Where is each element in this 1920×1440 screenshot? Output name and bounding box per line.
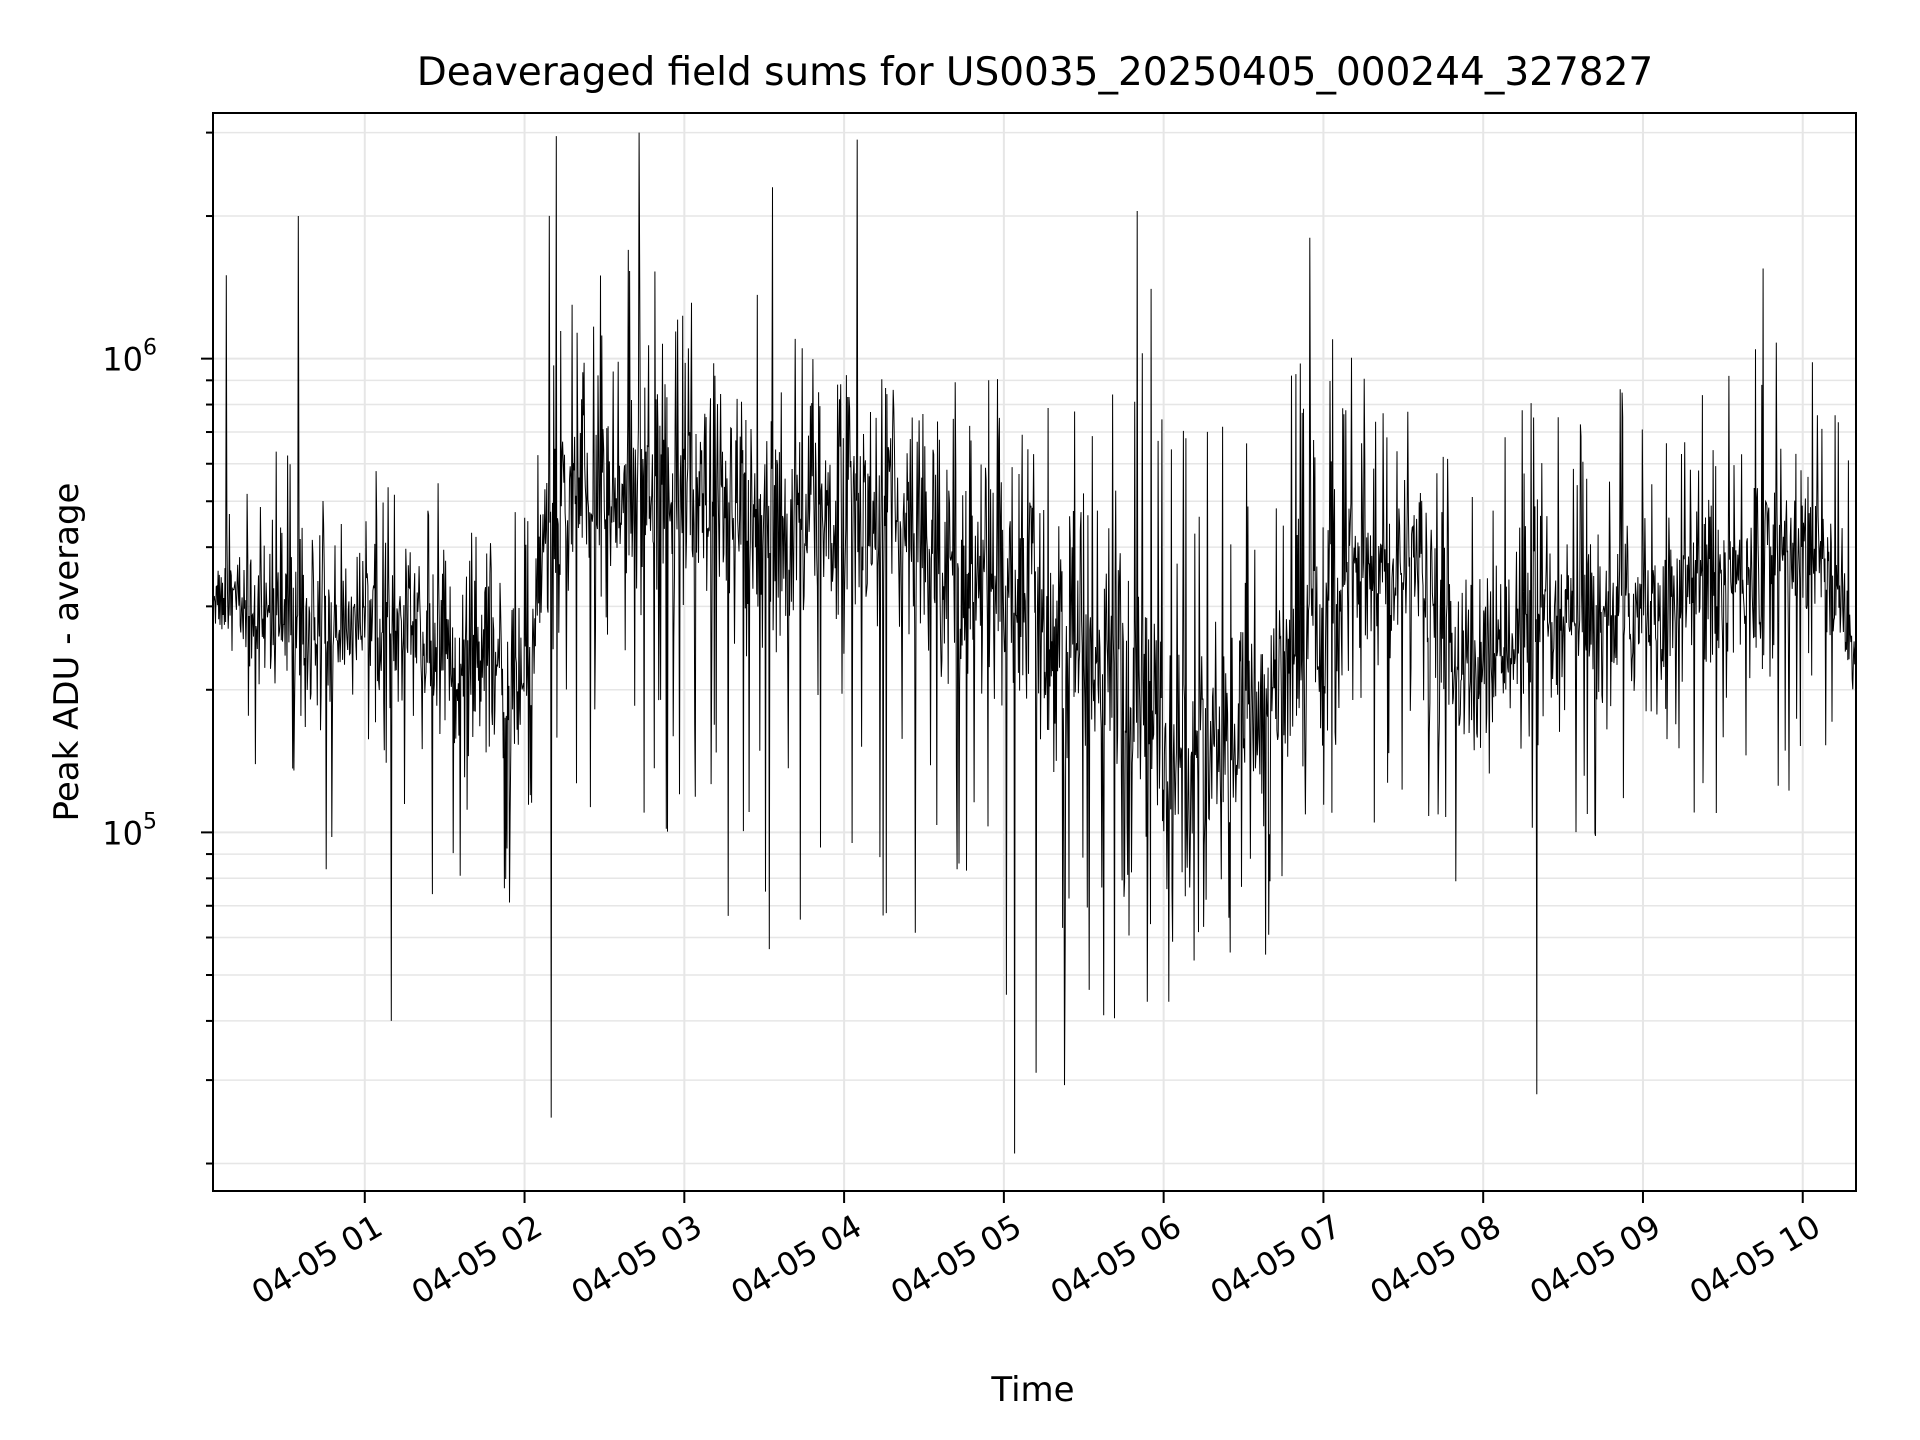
series-line bbox=[212, 132, 1857, 1154]
y-axis-label: Peak ADU - average bbox=[47, 483, 87, 822]
x-axis-label: Time bbox=[990, 1370, 1074, 1410]
chart-title: Deaveraged field sums for US0035_2025040… bbox=[417, 50, 1653, 95]
y-tick-label: 105 bbox=[102, 809, 157, 852]
y-tick-label-base: 10 bbox=[102, 341, 143, 379]
y-tick-label: 106 bbox=[102, 336, 157, 379]
y-tick-label-base: 10 bbox=[102, 814, 143, 852]
y-tick-label-exponent: 6 bbox=[143, 336, 157, 361]
plot-frame bbox=[212, 112, 1857, 1192]
data-series bbox=[212, 132, 1857, 1154]
y-tick-label-exponent: 5 bbox=[143, 809, 157, 834]
